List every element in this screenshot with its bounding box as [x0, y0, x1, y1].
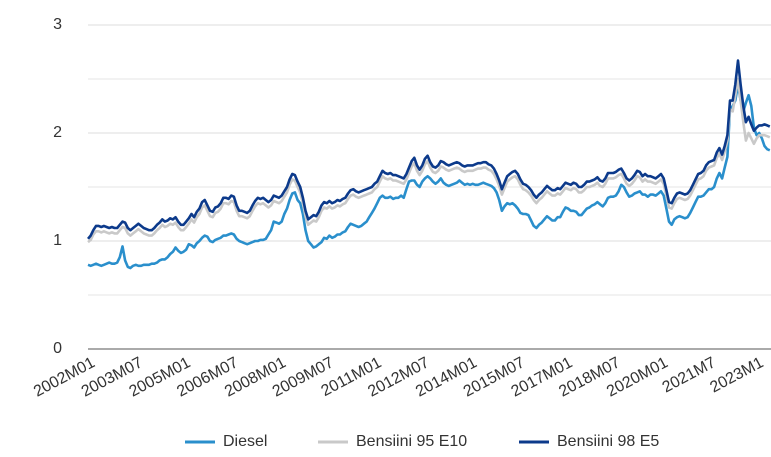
- y-tick-label: 1: [53, 232, 62, 249]
- series-line: [87, 77, 771, 244]
- y-tick-label: 0: [53, 340, 62, 357]
- y-tick-label: 3: [53, 16, 62, 33]
- x-tick-label: 2021M7: [660, 354, 719, 396]
- legend-label: Bensiini 95 E10: [356, 433, 467, 450]
- legend-label: Bensiini 98 E5: [557, 433, 659, 450]
- x-tick-label: 2023M1: [707, 354, 766, 396]
- legend-label: Diesel: [223, 433, 267, 450]
- series-line: [87, 59, 771, 240]
- y-tick-label: 2: [53, 124, 62, 141]
- series-line: [87, 83, 771, 270]
